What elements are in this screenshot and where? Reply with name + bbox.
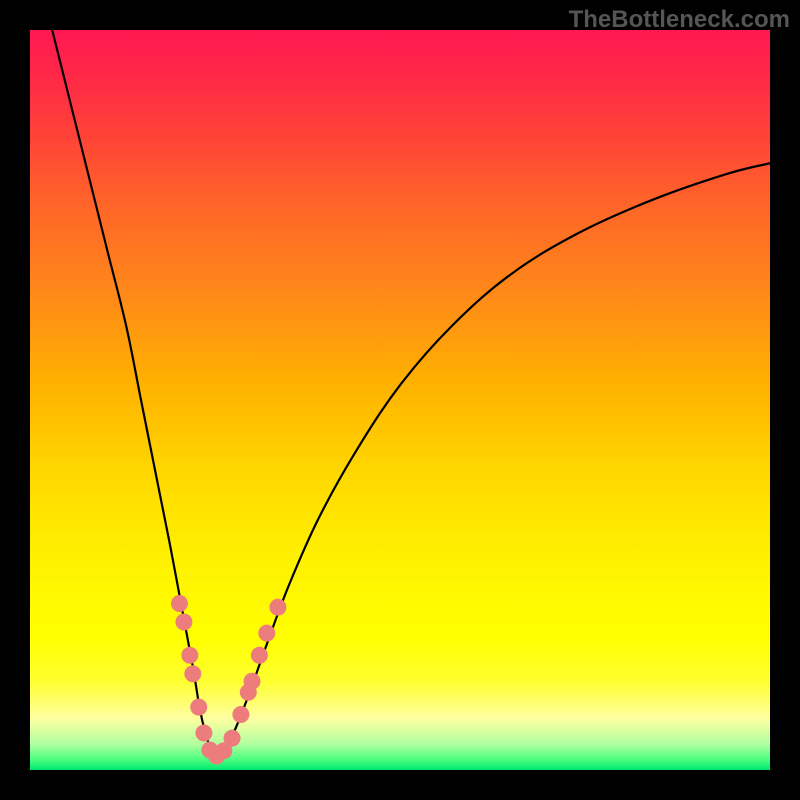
data-marker [244, 673, 261, 690]
plot-area [30, 30, 770, 770]
data-marker [251, 647, 268, 664]
canvas: TheBottleneck.com [0, 0, 800, 800]
bottleneck-curve [52, 30, 770, 757]
data-marker [258, 625, 275, 642]
data-marker [171, 595, 188, 612]
data-marker [190, 699, 207, 716]
data-marker [175, 614, 192, 631]
data-marker [224, 730, 241, 747]
data-marker [184, 665, 201, 682]
data-marker [195, 725, 212, 742]
watermark-text: TheBottleneck.com [569, 6, 790, 34]
chart-overlay [30, 30, 770, 770]
data-marker [269, 599, 286, 616]
data-marker [181, 647, 198, 664]
data-marker [232, 706, 249, 723]
data-markers [171, 595, 286, 764]
